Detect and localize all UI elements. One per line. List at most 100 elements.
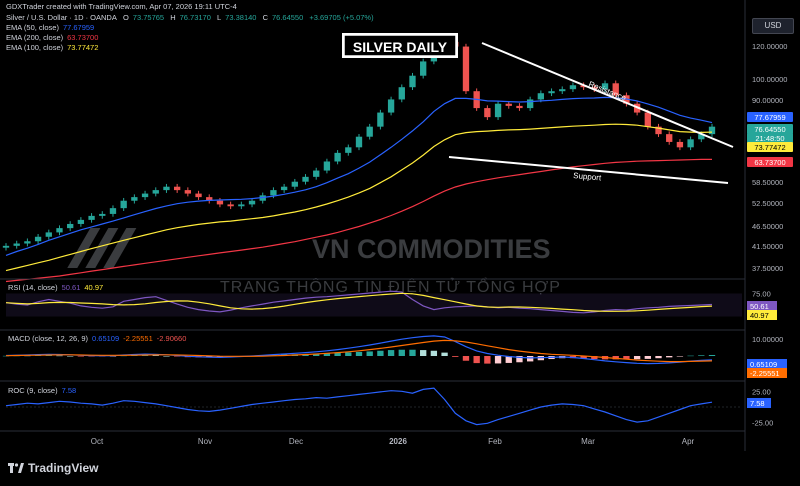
macd-histogram-bar bbox=[409, 349, 416, 356]
macd-histogram-bar bbox=[644, 356, 651, 359]
candle bbox=[141, 193, 149, 198]
candle bbox=[195, 193, 202, 198]
candle bbox=[184, 190, 192, 194]
watermark-tagline: TRANG THÔNG TIN ĐIỆN TỬ TỔNG HỢP bbox=[220, 277, 561, 296]
macd-histogram-bar bbox=[473, 356, 480, 364]
price-tick-label: 58.50000 bbox=[752, 178, 783, 187]
ema200-legend[interactable]: EMA (200, close) 63.73700 bbox=[6, 33, 99, 42]
candle bbox=[420, 61, 427, 76]
symbol-name[interactable]: Silver / U.S. Dollar · 1D · OANDA bbox=[6, 13, 117, 22]
macd-histogram-bar bbox=[420, 350, 427, 356]
price-label-text: 76.64550 bbox=[754, 125, 785, 134]
candle bbox=[45, 232, 52, 237]
rsi-price-label: 40.97 bbox=[750, 311, 769, 320]
rsi-pane[interactable] bbox=[5, 290, 742, 317]
candle bbox=[462, 46, 470, 92]
price-tick-label: 46.50000 bbox=[752, 222, 783, 231]
macd-histogram-bar bbox=[366, 351, 373, 356]
candle bbox=[569, 85, 577, 90]
macd-pane[interactable] bbox=[2, 335, 716, 365]
candle bbox=[56, 228, 63, 233]
macd-histogram-bar bbox=[120, 355, 127, 357]
candle bbox=[13, 243, 20, 246]
macd-histogram-bar bbox=[377, 350, 384, 356]
macd-histogram-bar bbox=[387, 350, 395, 356]
roc-price-label: 7.58 bbox=[750, 399, 765, 408]
ohlc-change: +3.69705 (+5.07%) bbox=[309, 13, 374, 22]
time-tick-label: 2026 bbox=[389, 437, 407, 446]
macd-histogram-bar bbox=[655, 356, 662, 359]
ema100-legend[interactable]: EMA (100, close) 73.77472 bbox=[6, 43, 99, 52]
macd-histogram-bar bbox=[163, 356, 170, 357]
vn-commodities-logo bbox=[67, 228, 137, 268]
tradingview-logo[interactable]: TradingView bbox=[8, 461, 98, 475]
candle bbox=[366, 126, 373, 137]
candle bbox=[24, 241, 31, 244]
macd-histogram-bar bbox=[56, 355, 63, 357]
candle bbox=[88, 215, 95, 220]
price-axis[interactable]: 120.00000100.0000090.0000066.0000058.500… bbox=[747, 42, 793, 428]
price-tick-label: 120.00000 bbox=[752, 42, 787, 51]
candle bbox=[516, 105, 523, 109]
candle bbox=[280, 186, 288, 191]
price-label-text: 73.77472 bbox=[754, 143, 785, 152]
rsi-price-badge bbox=[747, 301, 777, 311]
macd-histogram-bar bbox=[516, 356, 523, 363]
macd-histogram-bar bbox=[24, 355, 31, 357]
roc-pane[interactable] bbox=[5, 387, 742, 426]
macd-histogram-bar bbox=[345, 352, 352, 356]
ohlc-close: C 76.64550 bbox=[262, 13, 304, 22]
candle bbox=[548, 91, 555, 94]
candle bbox=[345, 147, 352, 153]
title-box: SILVER DAILY bbox=[342, 33, 458, 58]
price-label-badge: 77.67959 bbox=[747, 112, 793, 122]
candle bbox=[302, 176, 309, 182]
macd-histogram-bar bbox=[612, 356, 619, 360]
support-line[interactable] bbox=[448, 156, 729, 184]
macd-histogram-bar bbox=[2, 355, 10, 357]
macd-signal-line bbox=[5, 339, 713, 363]
price-label-bg bbox=[747, 142, 793, 152]
macd-histogram-bar bbox=[441, 352, 448, 356]
macd-histogram-bar bbox=[708, 354, 716, 356]
ema50-line bbox=[5, 96, 713, 256]
ema200-line bbox=[5, 158, 712, 283]
currency-button[interactable]: USD bbox=[752, 18, 794, 34]
macd-histogram-bar bbox=[580, 356, 587, 359]
ema50-legend[interactable]: EMA (50, close) 77.67959 bbox=[6, 23, 95, 32]
candle bbox=[2, 245, 10, 248]
price-label-bg bbox=[747, 133, 793, 143]
time-axis[interactable]: Oct Nov Dec 2026 Feb Mar Apr bbox=[91, 437, 695, 446]
candle bbox=[655, 126, 662, 135]
ohlc-low: L 73.38140 bbox=[217, 13, 257, 22]
price-pane[interactable] bbox=[2, 39, 716, 283]
footer-brand: TradingView bbox=[28, 461, 99, 475]
candle bbox=[238, 204, 245, 207]
macd-histogram-bar bbox=[494, 356, 502, 364]
resistance-line[interactable] bbox=[481, 42, 734, 148]
candle bbox=[227, 204, 234, 207]
candle bbox=[698, 134, 705, 140]
candle bbox=[216, 200, 224, 205]
macd-histogram-bar bbox=[698, 355, 705, 356]
price-label-badge: 21:48:50 bbox=[747, 133, 793, 143]
candle bbox=[173, 186, 181, 191]
candle bbox=[601, 83, 609, 90]
candle bbox=[291, 181, 298, 187]
macd-histogram-bar bbox=[452, 356, 459, 357]
candle bbox=[387, 99, 395, 113]
price-label-badge: 73.77472 bbox=[747, 142, 793, 152]
watermark: VN COMMODITIES TRANG THÔNG TIN ĐIỆN TỬ T… bbox=[67, 228, 561, 296]
roc-line bbox=[5, 387, 713, 426]
candle bbox=[152, 190, 159, 194]
roc-price-badge bbox=[747, 398, 771, 408]
candle bbox=[494, 103, 502, 118]
price-label-badge: 63.73700 bbox=[747, 157, 793, 167]
macd-histogram-bar bbox=[334, 352, 341, 356]
price-tick-label: 41.50000 bbox=[752, 242, 783, 251]
macd-histogram-bar bbox=[526, 356, 534, 362]
macd-histogram-bar bbox=[152, 355, 159, 356]
macd-histogram-bar bbox=[173, 356, 181, 357]
macd-histogram-bar bbox=[633, 356, 641, 360]
